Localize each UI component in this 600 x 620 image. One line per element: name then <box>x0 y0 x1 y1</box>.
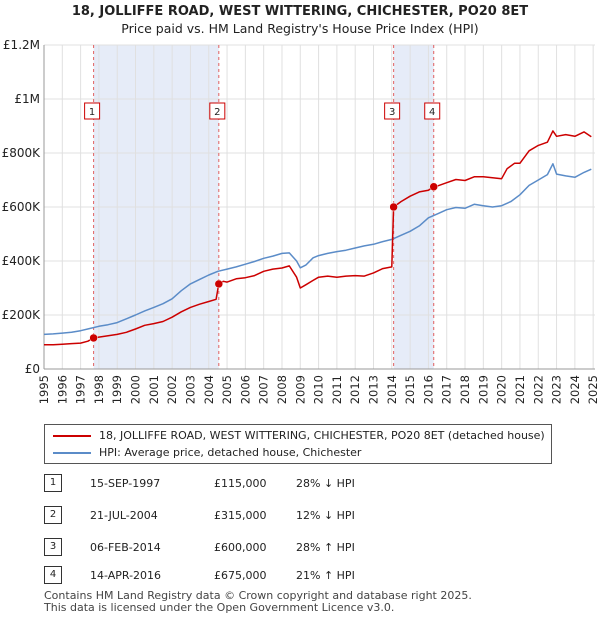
x-tick-label: 2019 <box>476 375 490 404</box>
y-tick-label: £0 <box>25 362 40 376</box>
x-tick-label: 1999 <box>110 375 124 404</box>
y-tick-label: £1M <box>14 92 40 106</box>
x-tick-label: 2010 <box>312 375 326 404</box>
sale-point <box>89 333 98 343</box>
x-tick-label: 2000 <box>129 375 143 404</box>
x-tick-label: 2021 <box>513 375 527 404</box>
x-tick-label: 1996 <box>55 375 69 404</box>
sale-hpi-diff: 28% ↑ HPI <box>296 541 355 554</box>
sale-date: 06-FEB-2014 <box>90 541 161 554</box>
sale-marker-label: 2 <box>214 107 220 118</box>
x-tick-label: 2001 <box>147 375 161 404</box>
sale-date: 21-JUL-2004 <box>90 509 158 522</box>
sale-date: 15-SEP-1997 <box>90 477 161 490</box>
sale-price: £315,000 <box>214 509 267 522</box>
sale-number: 3 <box>44 538 62 556</box>
x-tick-label: 2004 <box>202 375 216 404</box>
sale-point <box>389 202 398 212</box>
legend-label-property: 18, JOLLIFFE ROAD, WEST WITTERING, CHICH… <box>99 429 545 442</box>
x-tick-label: 2005 <box>220 375 234 404</box>
x-tick-label: 2024 <box>568 375 582 404</box>
x-tick-label: 2020 <box>495 375 509 404</box>
y-tick-label: £1.2M <box>3 38 40 52</box>
sale-hpi-diff: 28% ↓ HPI <box>296 477 355 490</box>
sale-point <box>429 182 438 191</box>
x-tick-label: 2014 <box>385 375 399 404</box>
sale-price: £675,000 <box>214 569 267 582</box>
sale-number: 4 <box>44 566 62 584</box>
sale-marker-box <box>424 102 441 120</box>
x-tick-label: 2017 <box>440 375 454 404</box>
series-line-property <box>44 130 592 346</box>
sale-marker-box <box>384 102 401 120</box>
sale-point <box>214 279 224 289</box>
sale-row: 3 06-FEB-2014 £600,000 28% ↑ HPI <box>44 538 544 556</box>
y-tick-label: £400K <box>2 254 42 268</box>
sale-hpi-diff: 21% ↑ HPI <box>296 569 355 582</box>
y-tick-label: £200K <box>2 308 42 322</box>
x-tick-label: 2008 <box>275 375 289 404</box>
sale-marker-label: 1 <box>89 107 95 118</box>
x-tick-label: 2003 <box>183 375 197 404</box>
x-tick-label: 2023 <box>550 375 564 404</box>
series-line-hpi <box>43 163 592 336</box>
x-tick-label: 1995 <box>37 375 51 404</box>
x-tick-label: 2002 <box>165 375 179 404</box>
x-tick-label: 2015 <box>403 375 417 404</box>
sale-price: £600,000 <box>214 541 267 554</box>
sale-number: 1 <box>44 474 62 492</box>
x-tick-label: 2022 <box>531 375 545 404</box>
sale-row: 1 15-SEP-1997 £115,000 28% ↓ HPI <box>44 474 544 492</box>
x-tick-label: 2006 <box>238 375 252 404</box>
footer: Contains HM Land Registry data © Crown c… <box>44 590 472 614</box>
sale-row: 2 21-JUL-2004 £315,000 12% ↓ HPI <box>44 506 544 524</box>
x-tick-label: 1998 <box>92 375 106 404</box>
legend: 18, JOLLIFFE ROAD, WEST WITTERING, CHICH… <box>44 424 552 464</box>
sale-price: £115,000 <box>214 477 267 490</box>
price-chart: £0 £200K £400K £600K £800K £1M £1.2M 1995 1996 19… <box>2 38 600 404</box>
sale-marker-label: 3 <box>389 107 395 118</box>
x-tick-label: 2011 <box>330 375 344 404</box>
chart-title: 18, JOLLIFFE ROAD, WEST WITTERING, CHICH… <box>71 4 529 19</box>
sale-date: 14-APR-2016 <box>90 569 162 582</box>
sale-number: 2 <box>44 506 62 524</box>
sale-row: 4 14-APR-2016 £675,000 21% ↑ HPI <box>44 566 544 584</box>
legend-swatch-hpi <box>53 452 91 454</box>
sale-marker-box <box>84 102 101 120</box>
y-tick-label: £600K <box>2 200 42 214</box>
footer-copyright: Contains HM Land Registry data © Crown c… <box>44 589 472 602</box>
x-tick-label: 2012 <box>348 375 362 404</box>
x-tick-label: 2009 <box>293 375 307 404</box>
x-tick-label: 2013 <box>367 375 381 404</box>
sale-hpi-diff: 12% ↓ HPI <box>296 509 355 522</box>
legend-swatch-property <box>53 435 91 437</box>
footer-licence: This data is licensed under the Open Gov… <box>44 601 395 614</box>
x-tick-label: 2016 <box>421 375 435 404</box>
x-tick-label: 1997 <box>74 375 88 404</box>
x-tick-label: 2018 <box>458 375 472 404</box>
sale-marker-box <box>209 102 226 120</box>
legend-label-hpi: HPI: Average price, detached house, Chic… <box>99 446 362 459</box>
chart-subtitle: Price paid vs. HM Land Registry's House … <box>121 21 479 36</box>
y-tick-label: £800K <box>2 146 42 160</box>
x-tick-label: 2007 <box>257 375 271 404</box>
x-tick-label: 2025 <box>586 375 600 404</box>
sale-marker-label: 4 <box>429 107 435 118</box>
